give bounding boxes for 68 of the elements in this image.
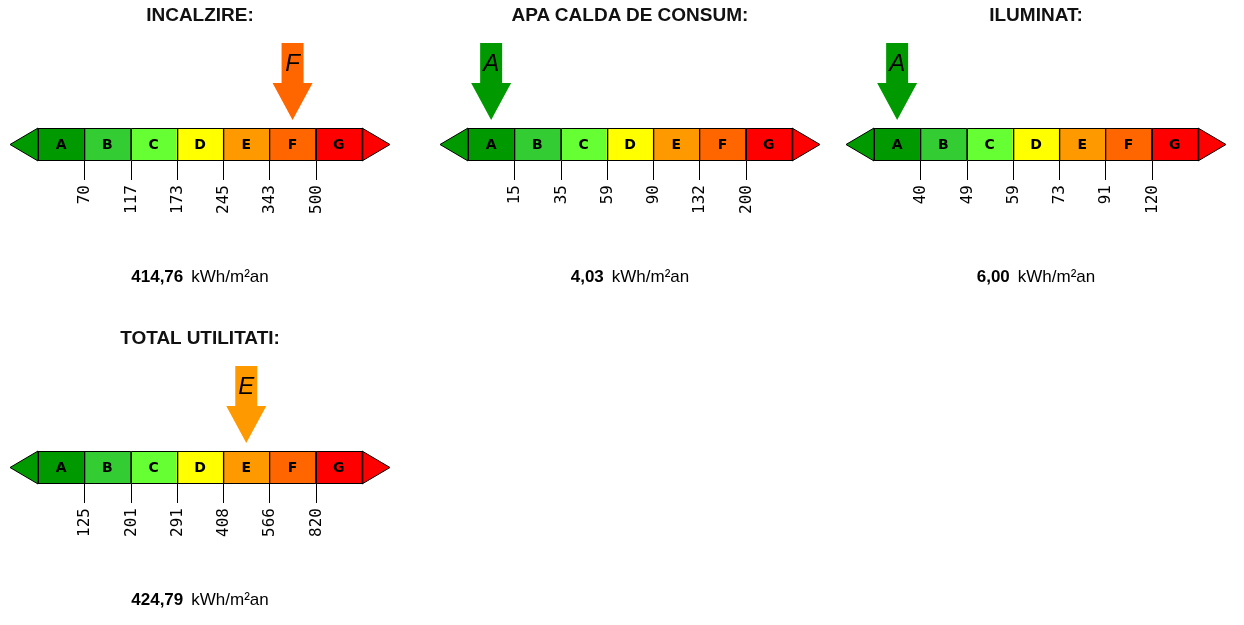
category-label: F bbox=[287, 459, 298, 476]
data-label: 120 bbox=[1141, 185, 1161, 214]
data-label: 35 bbox=[550, 185, 570, 205]
data-label: 59 bbox=[596, 185, 616, 205]
text: 414,76 bbox=[131, 267, 184, 286]
category-label: B bbox=[938, 136, 949, 153]
category-label: D bbox=[1030, 136, 1042, 153]
data-label: 117 bbox=[120, 185, 140, 214]
text: 6,00 bbox=[976, 267, 1010, 286]
data-label: 820 bbox=[305, 508, 325, 537]
data-label: 500 bbox=[305, 185, 325, 214]
data-label: 291 bbox=[166, 508, 186, 537]
data-label: 201 bbox=[120, 508, 140, 537]
category-label: B bbox=[102, 136, 113, 153]
text: F bbox=[285, 48, 300, 76]
text: kWh/m²an bbox=[611, 267, 690, 286]
data-label: 73 bbox=[1048, 185, 1068, 205]
category-label: B bbox=[532, 136, 543, 153]
category-label: E bbox=[241, 136, 252, 153]
category-label: C bbox=[148, 459, 159, 476]
category-label: A bbox=[485, 136, 497, 153]
text: kWh/m²an bbox=[191, 267, 269, 286]
category-label: C bbox=[148, 136, 159, 153]
data-label: 132 bbox=[688, 185, 708, 214]
category-label: C bbox=[578, 136, 589, 153]
data-label: 200 bbox=[735, 185, 755, 214]
data-label: 566 bbox=[258, 508, 278, 537]
category-label: D bbox=[194, 459, 206, 476]
text: kWh/m²an bbox=[191, 590, 269, 609]
data-label: 70 bbox=[73, 185, 93, 205]
data-label: 125 bbox=[73, 508, 93, 537]
category-label: E bbox=[1077, 136, 1088, 153]
text: APA CALDA DE CONSUM: bbox=[510, 3, 750, 27]
category-label: A bbox=[55, 459, 67, 476]
data-label: 59 bbox=[1002, 185, 1022, 205]
category-label: B bbox=[102, 459, 113, 476]
text: kWh/m²an bbox=[1017, 267, 1096, 286]
text: 424,79 bbox=[131, 590, 184, 609]
category-label: D bbox=[624, 136, 636, 153]
category-label: E bbox=[671, 136, 682, 153]
category-label: E bbox=[241, 459, 252, 476]
category-label: G bbox=[1169, 136, 1181, 153]
category-label: G bbox=[763, 136, 775, 153]
category-label: D bbox=[194, 136, 206, 153]
data-label: 15 bbox=[503, 185, 523, 205]
category-label: C bbox=[984, 136, 995, 153]
text: INCALZIRE: bbox=[145, 3, 255, 27]
data-label: 91 bbox=[1094, 185, 1114, 205]
category-label: F bbox=[1123, 136, 1134, 153]
text: 4,03 bbox=[570, 267, 604, 286]
data-label: 173 bbox=[166, 185, 186, 214]
data-label: 49 bbox=[956, 185, 976, 205]
data-label: 343 bbox=[258, 185, 278, 214]
text: A bbox=[483, 48, 500, 76]
text: ILUMINAT: bbox=[988, 3, 1084, 27]
category-label: F bbox=[717, 136, 728, 153]
data-label: 245 bbox=[212, 185, 232, 214]
text: A bbox=[889, 48, 906, 76]
category-label: G bbox=[333, 136, 345, 153]
data-label: 90 bbox=[642, 185, 662, 205]
data-label: 408 bbox=[212, 508, 232, 537]
text: TOTAL UTILITATI: bbox=[119, 326, 281, 350]
category-label: A bbox=[891, 136, 903, 153]
category-label: G bbox=[333, 459, 345, 476]
category-label: F bbox=[287, 136, 298, 153]
category-label: A bbox=[55, 136, 67, 153]
text: E bbox=[238, 371, 255, 399]
data-label: 40 bbox=[909, 185, 929, 205]
